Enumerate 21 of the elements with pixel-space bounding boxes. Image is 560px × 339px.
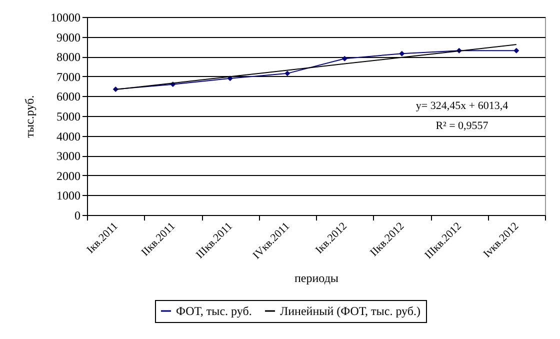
y-axis-title: тыс.руб.	[22, 95, 36, 138]
y-tick-label: 0	[74, 208, 80, 222]
point	[284, 70, 290, 76]
y-tick-label: 10000	[50, 10, 80, 24]
point	[514, 48, 520, 54]
annotation: y= 324,45x + 6013,4	[416, 100, 509, 112]
annotation: R² = 0,9557	[436, 120, 489, 132]
y-tick-label: 9000	[56, 30, 80, 44]
legend-label: ФОТ, тыс. руб.	[176, 304, 252, 318]
point	[342, 56, 348, 62]
legend-label: Линейный (ФОТ, тыс. руб.)	[280, 304, 420, 318]
point	[399, 50, 405, 56]
y-tick-label: 8000	[56, 50, 80, 64]
y-tick-label: 6000	[56, 90, 80, 104]
y-tick-label: 7000	[56, 70, 80, 84]
x-axis-title: периоды	[294, 270, 338, 285]
y-tick-label: 5000	[56, 110, 80, 124]
y-tick-label: 1000	[56, 188, 80, 203]
y-tick-label: 3000	[56, 149, 80, 164]
y-tick-label: 4000	[56, 129, 80, 144]
y-tick-label: 2000	[56, 168, 80, 183]
